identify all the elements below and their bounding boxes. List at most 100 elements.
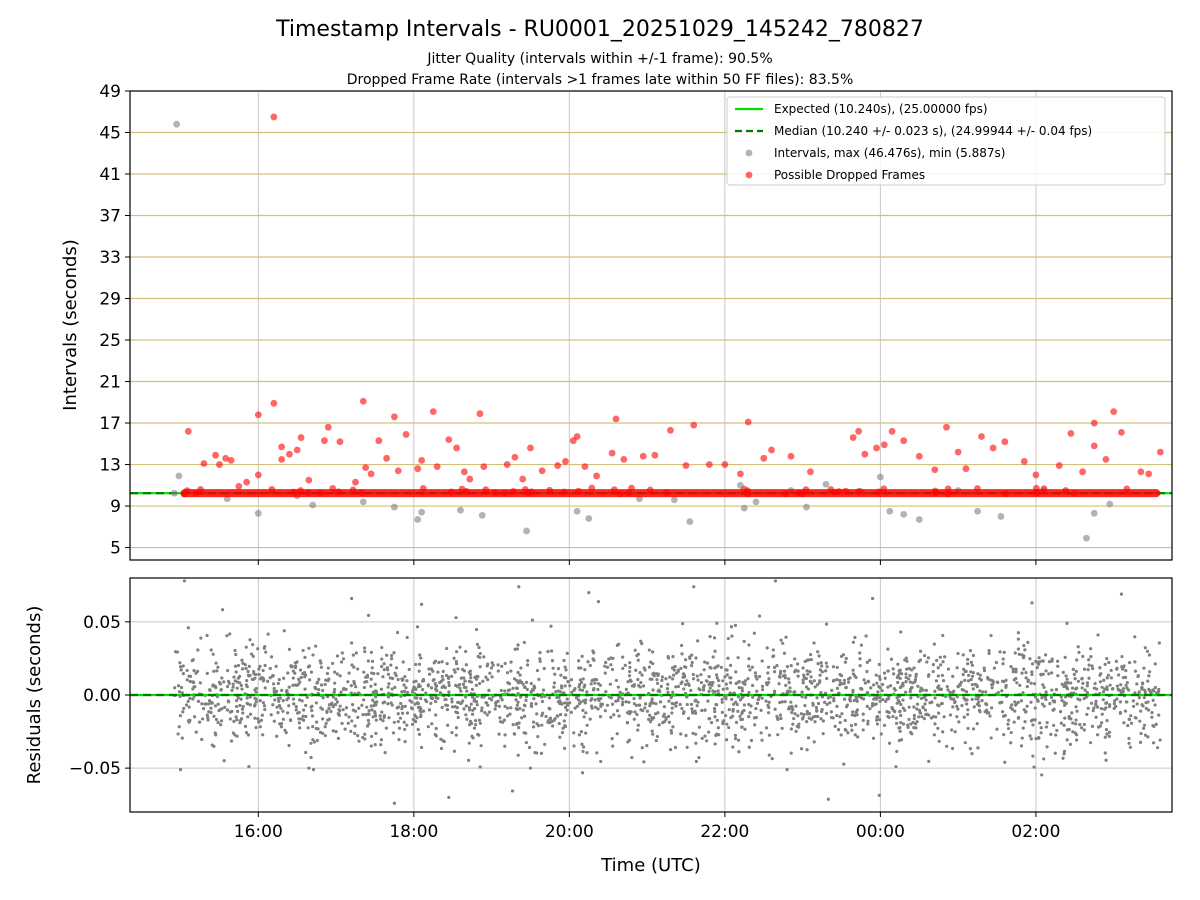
residual-point: [717, 733, 721, 737]
dropped-frame-point: [1001, 438, 1009, 446]
residual-point: [908, 673, 912, 678]
residual-point: [304, 673, 308, 677]
residual-point: [948, 713, 953, 717]
residual-point: [885, 710, 889, 714]
residual-point: [984, 702, 988, 706]
residual-point: [1094, 699, 1098, 703]
residual-point: [1091, 666, 1095, 671]
residual-point: [220, 707, 224, 711]
residual-point: [469, 680, 474, 684]
residual-point: [680, 652, 684, 656]
residual-point: [357, 739, 361, 743]
residual-point: [1022, 667, 1026, 671]
residual-point: [708, 686, 712, 690]
residual-point: [679, 643, 684, 648]
residual-point: [176, 732, 180, 736]
dropped-frame-point: [1102, 455, 1110, 463]
residual-point: [1086, 668, 1090, 672]
residual-point: [317, 677, 321, 681]
residual-point: [264, 650, 268, 654]
residual-point: [246, 733, 251, 737]
residual-point: [380, 664, 384, 669]
legend-label: Median (10.240 +/- 0.023 s), (24.99944 +…: [774, 124, 1092, 138]
residual-point: [315, 680, 320, 684]
dropped-frame-point: [433, 463, 441, 471]
residual-point: [803, 704, 807, 708]
residual-point: [1011, 670, 1015, 674]
dropped-frame-point: [1020, 458, 1028, 465]
residual-point: [1129, 721, 1134, 725]
legend-box: [726, 96, 1166, 186]
residual-point: [892, 672, 896, 676]
residual-point: [1072, 672, 1076, 676]
residual-point: [962, 688, 966, 692]
residual-point: [535, 668, 540, 673]
residual-point: [390, 657, 394, 661]
residual-point: [878, 696, 882, 700]
dropped-frame-point: [560, 488, 568, 496]
residual-point: [518, 695, 523, 699]
residual-point: [647, 665, 651, 669]
residual-point: [1016, 715, 1021, 720]
residual-point: [389, 701, 393, 705]
residual-point: [387, 695, 391, 699]
residual-point: [1107, 730, 1112, 734]
residual-point: [936, 726, 940, 730]
residual-point: [1092, 706, 1096, 710]
residual-point: [331, 705, 335, 709]
residual-point: [941, 633, 945, 638]
dropped-frame-point: [954, 448, 962, 456]
residual-point: [1000, 689, 1004, 693]
residual-point: [615, 709, 620, 713]
dropped-frame-point: [254, 471, 262, 479]
interval-point: [1106, 500, 1114, 508]
dropped-frame-point: [546, 486, 553, 494]
residual-point: [729, 625, 734, 629]
residual-point: [549, 649, 554, 653]
residual-point: [696, 700, 700, 704]
residual-point: [220, 676, 224, 680]
residual-point: [793, 657, 797, 661]
residual-point: [603, 671, 607, 675]
residual-point: [767, 680, 771, 685]
residual-point: [679, 732, 683, 736]
residual-point: [568, 684, 572, 688]
residual-point: [765, 646, 769, 650]
residual-point: [423, 698, 428, 702]
residual-point: [344, 706, 349, 710]
residual-point: [1116, 687, 1120, 691]
dropped-frame-point: [1032, 484, 1040, 492]
residual-point: [305, 695, 309, 700]
residual-point: [796, 662, 800, 666]
residual-point: [996, 680, 1000, 684]
residual-point: [1089, 701, 1094, 705]
residual-point: [309, 741, 313, 745]
residual-point: [378, 714, 382, 718]
residual-point: [1033, 718, 1037, 722]
residual-point: [689, 702, 694, 706]
residual-point: [970, 682, 974, 687]
dropped-frame-point: [573, 433, 581, 440]
residual-point: [401, 660, 405, 664]
residual-point: [1042, 704, 1046, 708]
residual-point: [796, 714, 800, 718]
residual-point: [563, 684, 567, 688]
residual-point: [1142, 726, 1146, 730]
interval-point: [1083, 534, 1090, 542]
residual-point: [371, 715, 375, 719]
residual-point: [712, 636, 717, 640]
residual-point: [842, 678, 847, 682]
residual-point: [1040, 702, 1045, 706]
legend-entry: Median (10.240 +/- 0.023 s), (24.99944 +…: [735, 124, 1092, 138]
residual-point: [1002, 733, 1006, 737]
intervals-plot-area: [130, 91, 1172, 560]
residual-point: [861, 728, 865, 732]
residual-point: [509, 706, 513, 710]
residual-point: [1100, 712, 1104, 716]
residual-point: [714, 673, 719, 677]
residual-point: [218, 682, 222, 686]
residual-point: [886, 669, 890, 673]
residual-point: [1086, 706, 1090, 710]
residual-point: [233, 648, 237, 653]
